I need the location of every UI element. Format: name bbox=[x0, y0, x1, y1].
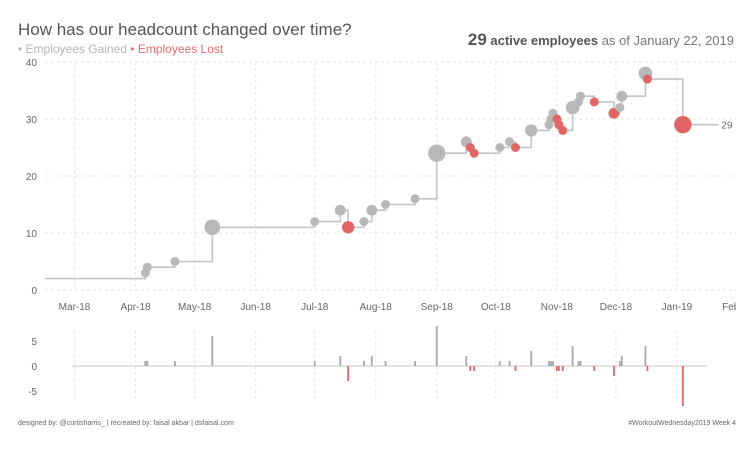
gained-bar bbox=[370, 356, 373, 366]
gained-bar bbox=[571, 346, 574, 366]
y-tick-label: 20 bbox=[26, 172, 38, 183]
lost-bar bbox=[514, 366, 517, 371]
legend-lost-label: Employees Lost bbox=[137, 42, 224, 56]
kpi-value: 29 bbox=[467, 30, 487, 49]
x-tick-label: May-18 bbox=[178, 302, 212, 313]
end-value-label: 29 bbox=[721, 121, 733, 132]
legend-lost-bullet: • bbox=[130, 42, 135, 56]
x-tick-label: Jun-18 bbox=[240, 302, 271, 313]
gained-bar bbox=[548, 361, 550, 366]
legend-gained-bullet: • bbox=[18, 42, 23, 56]
bar-y-tick-label: 0 bbox=[31, 362, 37, 373]
y-tick-label: 30 bbox=[26, 115, 38, 126]
x-tick-label: Dec-18 bbox=[600, 302, 633, 313]
gained-bar bbox=[552, 361, 554, 366]
lost-point bbox=[642, 74, 652, 84]
gained-point bbox=[410, 194, 420, 204]
lost-bar bbox=[469, 366, 472, 371]
gained-bar bbox=[414, 361, 417, 366]
gained-point bbox=[616, 90, 628, 102]
gained-point bbox=[334, 204, 346, 216]
x-tick-label: Apr-18 bbox=[121, 302, 151, 313]
bar-y-tick-label: -5 bbox=[28, 387, 37, 398]
footer-tag: #WorkoutWednesday2019 Week 4 bbox=[628, 420, 736, 427]
gained-bar bbox=[618, 361, 621, 366]
legend-lost[interactable]: • Employees Lost bbox=[130, 42, 223, 56]
y-tick-label: 10 bbox=[26, 229, 38, 240]
legend: • Employees Gained • Employees Lost bbox=[18, 42, 223, 56]
gained-point bbox=[428, 144, 446, 162]
x-tick-label: Oct-18 bbox=[481, 302, 511, 313]
lost-bar bbox=[646, 366, 649, 371]
kpi-label: active employees bbox=[490, 33, 599, 48]
gained-bar bbox=[508, 361, 511, 366]
gained-bar bbox=[363, 361, 365, 366]
lost-bar bbox=[473, 366, 476, 371]
gained-bar bbox=[144, 361, 147, 366]
x-tick-label: Jul-18 bbox=[301, 302, 329, 313]
x-tick-label: Sep-18 bbox=[421, 302, 454, 313]
chart-title: How has our headcount changed over time? bbox=[18, 20, 352, 39]
x-tick-label: Feb-19 bbox=[722, 302, 736, 313]
legend-gained[interactable]: • Employees Gained bbox=[18, 42, 127, 56]
gained-point bbox=[142, 262, 152, 272]
gained-bar bbox=[146, 361, 149, 366]
gained-point bbox=[575, 91, 585, 101]
lost-bar bbox=[593, 366, 596, 371]
gained-bar bbox=[174, 361, 176, 366]
footer-credit: designed by: @curtisharris_ | recreated … bbox=[18, 420, 234, 427]
lost-bar bbox=[681, 366, 684, 406]
lost-point bbox=[558, 125, 568, 135]
gained-bar bbox=[498, 361, 501, 366]
gained-point bbox=[366, 204, 378, 216]
y-tick-label: 40 bbox=[26, 58, 38, 69]
x-tick-label: Aug-18 bbox=[360, 302, 393, 313]
kpi-summary: 29 active employees as of January 22, 20… bbox=[468, 30, 734, 50]
gained-bar bbox=[339, 356, 342, 366]
kpi-suffix: as of January 22, 2019 bbox=[601, 33, 734, 48]
bar-y-tick-label: 5 bbox=[31, 337, 37, 348]
lost-point bbox=[589, 97, 599, 107]
gained-point bbox=[170, 257, 180, 266]
lost-bar bbox=[347, 366, 350, 381]
lost-point bbox=[341, 221, 355, 234]
gained-point bbox=[310, 217, 320, 227]
x-tick-label: Mar-18 bbox=[59, 302, 91, 313]
gained-bar bbox=[550, 361, 552, 366]
x-tick-label: Nov-18 bbox=[541, 302, 574, 313]
gained-bar bbox=[644, 346, 647, 366]
gained-bar bbox=[211, 336, 214, 366]
gained-point bbox=[359, 217, 369, 227]
gained-point bbox=[505, 137, 515, 147]
lost-bar bbox=[561, 366, 564, 371]
gained-point bbox=[204, 219, 221, 236]
lost-point bbox=[511, 143, 521, 152]
gained-bar bbox=[465, 356, 468, 366]
legend-gained-label: Employees Gained bbox=[25, 42, 127, 56]
gained-bar bbox=[530, 351, 533, 366]
lost-bar bbox=[557, 366, 560, 371]
lost-bar bbox=[613, 366, 615, 376]
lost-point bbox=[469, 148, 479, 158]
lost-bar bbox=[555, 366, 558, 371]
lost-point bbox=[674, 115, 692, 134]
gained-bar bbox=[313, 361, 316, 366]
y-tick-label: 0 bbox=[31, 286, 37, 297]
gained-bar bbox=[577, 361, 580, 366]
gained-point bbox=[495, 143, 505, 152]
gained-point bbox=[615, 103, 625, 113]
gained-point bbox=[525, 124, 538, 137]
x-tick-label: Jan-19 bbox=[662, 302, 693, 313]
gained-bar bbox=[384, 361, 387, 366]
gained-point bbox=[381, 200, 391, 209]
gained-bar bbox=[620, 356, 623, 366]
gained-bar bbox=[579, 361, 582, 366]
gained-bar bbox=[435, 326, 438, 366]
